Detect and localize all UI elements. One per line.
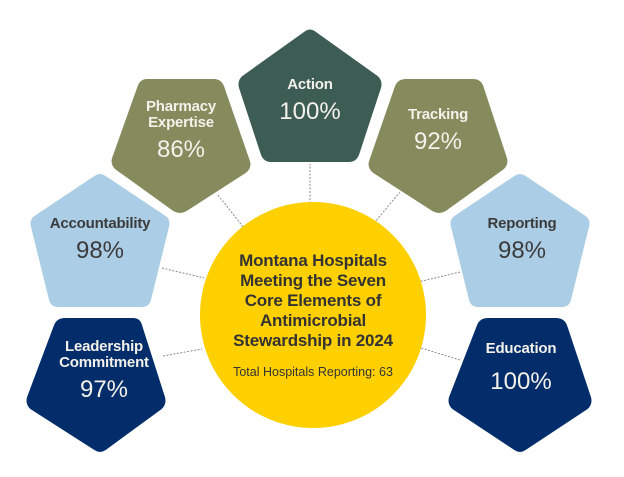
element-title-line-2: Expertise (148, 114, 214, 131)
element-title: Action (287, 76, 333, 93)
element-value: 100% (490, 368, 552, 395)
element-education: Education 100% (486, 341, 557, 395)
element-pharmacy-expertise: Pharmacy Expertise 86% (146, 99, 216, 163)
center-circle (200, 202, 426, 428)
pentagon-leadership-commitment (24, 316, 168, 454)
element-title: Accountability (49, 215, 151, 232)
connector-education (420, 347, 461, 361)
connector-tracking (374, 191, 401, 223)
center-title-line-4: Antimicrobial (259, 311, 367, 330)
element-title-line-1: Pharmacy (145, 98, 217, 115)
element-value: 97% (79, 376, 129, 403)
pentagon-pharmacy-expertise (109, 77, 253, 215)
element-tracking: Tracking 92% (408, 107, 468, 155)
connector-pharmacy (217, 194, 245, 229)
center-subtitle: Total Hospitals Reporting: 63 (233, 365, 393, 379)
element-title: Tracking (407, 106, 469, 123)
center-title-line-3: Core Elements of (244, 291, 382, 310)
element-reporting: Reporting 98% (487, 216, 556, 264)
element-value: 98% (497, 237, 547, 264)
connector-accountability (161, 267, 205, 279)
pentagon-accountability (28, 172, 172, 309)
element-title: Reporting (487, 215, 557, 232)
pentagon-reporting (448, 172, 592, 309)
element-value: 86% (156, 136, 206, 163)
element-value: 100% (279, 98, 341, 125)
element-title: Education (485, 340, 557, 357)
element-accountability: Accountability 98% (50, 216, 151, 264)
center-title-line-2: Meeting the Seven (240, 271, 386, 290)
element-value: 98% (75, 237, 125, 264)
center-title-line-5: Stewardship in 2024 (233, 331, 393, 350)
connector-lines (161, 163, 461, 361)
element-value: 92% (413, 128, 463, 155)
element-leadership-commitment: Leadership Commitment 97% (59, 339, 149, 403)
center-content: Montana Hospitals Meeting the Seven Core… (213, 251, 413, 379)
connector-reporting (417, 271, 461, 283)
pentagon-action (236, 27, 384, 164)
center-title-line-1: Montana Hospitals (239, 251, 387, 270)
element-title-line-1: Leadership (64, 338, 144, 355)
pentagon-education (446, 316, 594, 454)
element-action: Action 100% (279, 77, 340, 125)
element-title-line-2: Commitment (59, 354, 149, 371)
connector-leadership (162, 348, 203, 357)
pentagon-tracking (366, 77, 510, 215)
